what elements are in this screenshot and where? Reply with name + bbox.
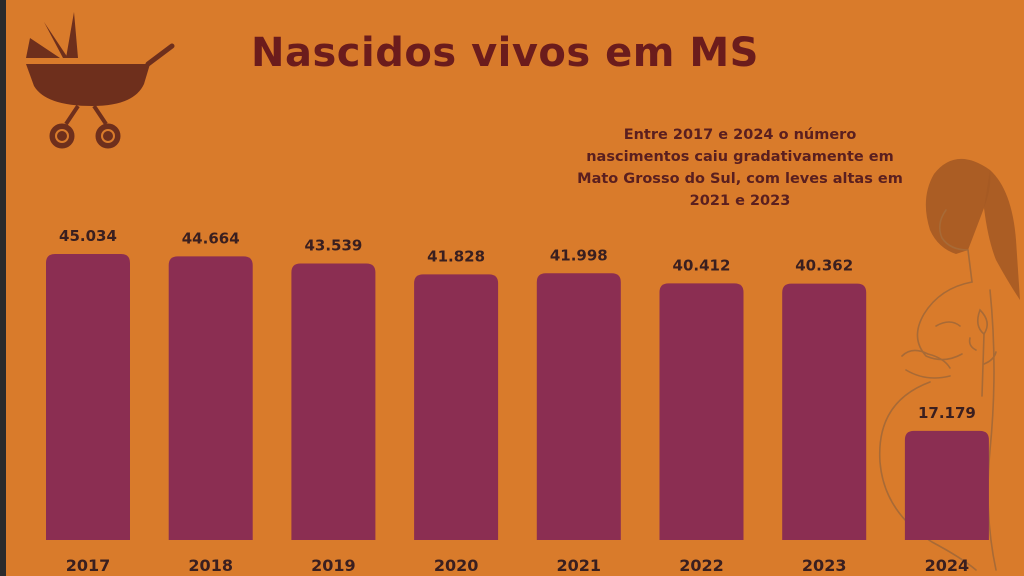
- bar-2018: [168, 256, 253, 540]
- value-label-2017: 45.034: [59, 227, 117, 245]
- bar-2020: [414, 274, 499, 540]
- category-label-2017: 2017: [66, 556, 111, 575]
- chart-annotation: Entre 2017 e 2024 o número nascimentos c…: [577, 127, 903, 209]
- baby-stroller-icon: [26, 12, 175, 149]
- category-label-2023: 2023: [802, 556, 847, 575]
- value-label-2021: 41.998: [550, 246, 608, 264]
- chart-title: Nascidos vivos em MS: [251, 30, 759, 76]
- value-label-2024: 17.179: [918, 404, 976, 422]
- bar-2024: [904, 430, 989, 540]
- value-label-2022: 40.412: [673, 256, 731, 274]
- category-label-2020: 2020: [434, 556, 479, 575]
- bar-2023: [782, 283, 867, 540]
- bar-2022: [659, 283, 744, 540]
- value-label-2018: 44.664: [182, 229, 240, 247]
- left-edge-strip: [0, 0, 6, 576]
- category-label-2019: 2019: [311, 556, 356, 575]
- bar-2017: [46, 254, 130, 540]
- bar-2019: [291, 263, 376, 540]
- category-label-2022: 2022: [679, 556, 724, 575]
- category-label-2018: 2018: [188, 556, 233, 575]
- category-label-2024: 2024: [925, 556, 970, 575]
- value-label-2020: 41.828: [427, 247, 485, 265]
- value-label-2019: 43.539: [304, 236, 362, 254]
- pregnant-woman-illustration: [878, 158, 1020, 571]
- category-label-2021: 2021: [557, 556, 602, 575]
- value-label-2023: 40.362: [795, 257, 853, 275]
- bar-2021: [536, 273, 621, 540]
